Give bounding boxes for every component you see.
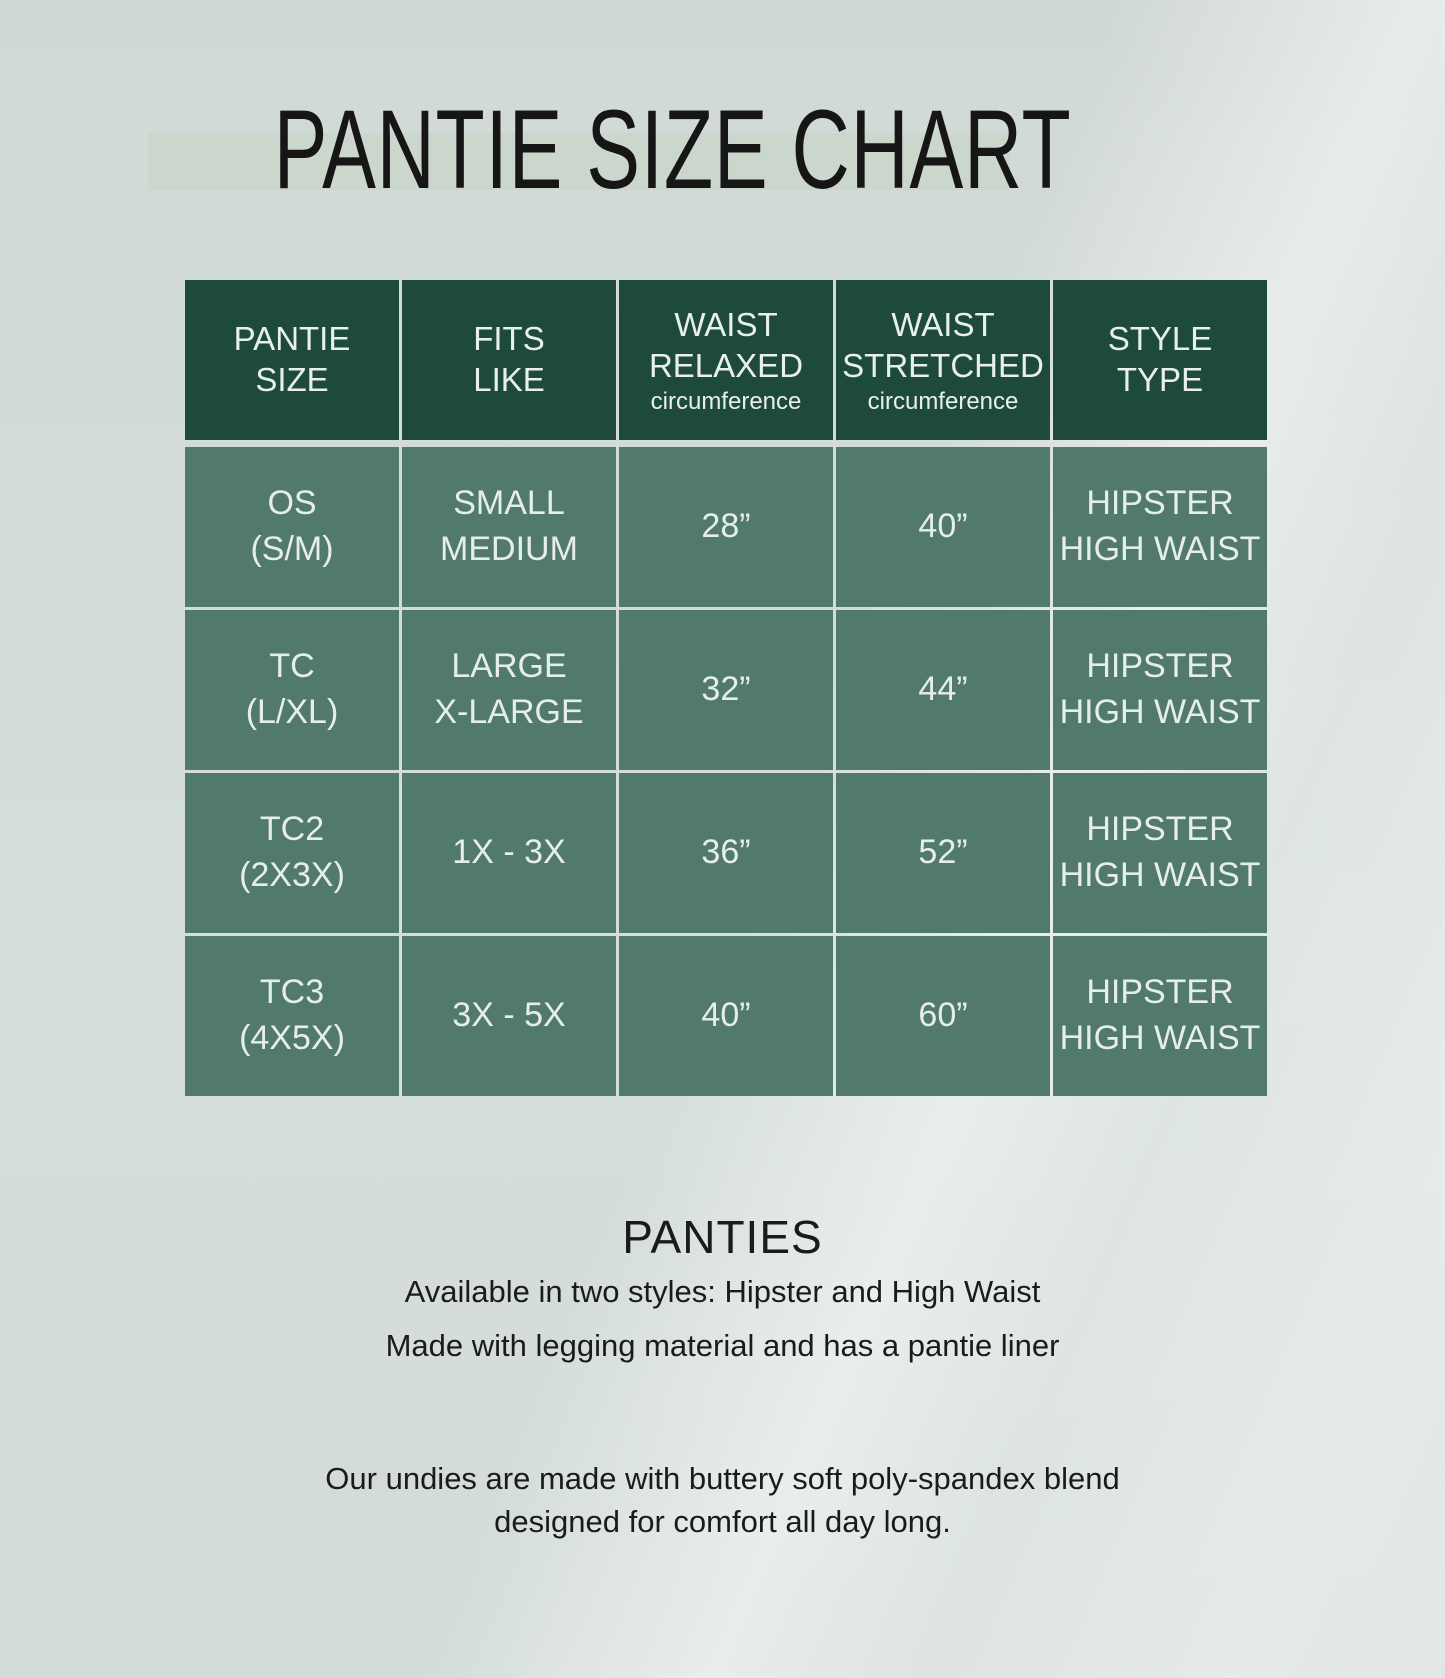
table-cell-fits: 1X - 3X	[402, 773, 616, 933]
table-cell-waist-relaxed: 36”	[619, 773, 833, 933]
table-header-row: PANTIE SIZE FITS LIKE WAIST RELAXED circ…	[185, 280, 1267, 440]
table-cell-fits: SMALL MEDIUM	[402, 447, 616, 607]
column-header-label: FITS LIKE	[473, 319, 545, 398]
table-cell-style: HIPSTER HIGH WAIST	[1053, 773, 1267, 933]
panties-heading: PANTIES	[622, 1211, 823, 1263]
panties-note-material: Made with legging material and has a pan…	[385, 1328, 1060, 1363]
table-cell-size: OS (S/M)	[185, 447, 399, 607]
pantie-size-table: PANTIE SIZE FITS LIKE WAIST RELAXED circ…	[185, 280, 1267, 1096]
panties-note-styles: Available in two styles: Hipster and Hig…	[404, 1274, 1041, 1309]
table-cell-waist-stretched: 44”	[836, 610, 1050, 770]
table-cell-style: HIPSTER HIGH WAIST	[1053, 447, 1267, 607]
table-cell-style: HIPSTER HIGH WAIST	[1053, 610, 1267, 770]
table-cell-fits: 3X - 5X	[402, 936, 616, 1096]
column-header-pantie-size: PANTIE SIZE	[185, 280, 399, 440]
header-body-divider	[185, 440, 1267, 447]
footer-text-line1: Our undies are made with buttery soft po…	[325, 1461, 1120, 1496]
column-header-waist-stretched: WAIST STRETCHED circumference	[836, 280, 1050, 440]
column-header-label: PANTIE SIZE	[233, 319, 351, 398]
column-header-fits-like: FITS LIKE	[402, 280, 616, 440]
table-cell-waist-stretched: 40”	[836, 447, 1050, 607]
column-header-waist-relaxed: WAIST RELAXED circumference	[619, 280, 833, 440]
table-cell-size: TC3 (4X5X)	[185, 936, 399, 1096]
table-cell-size: TC2 (2X3X)	[185, 773, 399, 933]
table-cell-fits: LARGE X-LARGE	[402, 610, 616, 770]
footer-text-line2: designed for comfort all day long.	[494, 1504, 951, 1539]
column-header-style-type: STYLE TYPE	[1053, 280, 1267, 440]
column-header-label: WAIST RELAXED	[648, 305, 804, 385]
column-header-sublabel: circumference	[867, 388, 1019, 416]
column-header-sublabel: circumference	[650, 388, 802, 416]
table-body: OS (S/M) SMALL MEDIUM 28” 40” HIPSTER HI…	[185, 447, 1267, 1096]
column-header-label: STYLE TYPE	[1107, 319, 1213, 398]
table-cell-style: HIPSTER HIGH WAIST	[1053, 936, 1267, 1096]
table-cell-size: TC (L/XL)	[185, 610, 399, 770]
table-cell-waist-relaxed: 32”	[619, 610, 833, 770]
table-cell-waist-stretched: 60”	[836, 936, 1050, 1096]
table-cell-waist-stretched: 52”	[836, 773, 1050, 933]
table-cell-waist-relaxed: 40”	[619, 936, 833, 1096]
title-highlight-band	[148, 133, 1010, 190]
column-header-label: WAIST STRETCHED	[842, 305, 1044, 385]
table-cell-waist-relaxed: 28”	[619, 447, 833, 607]
page-title: PANTIE SIZE CHART	[273, 87, 1072, 212]
